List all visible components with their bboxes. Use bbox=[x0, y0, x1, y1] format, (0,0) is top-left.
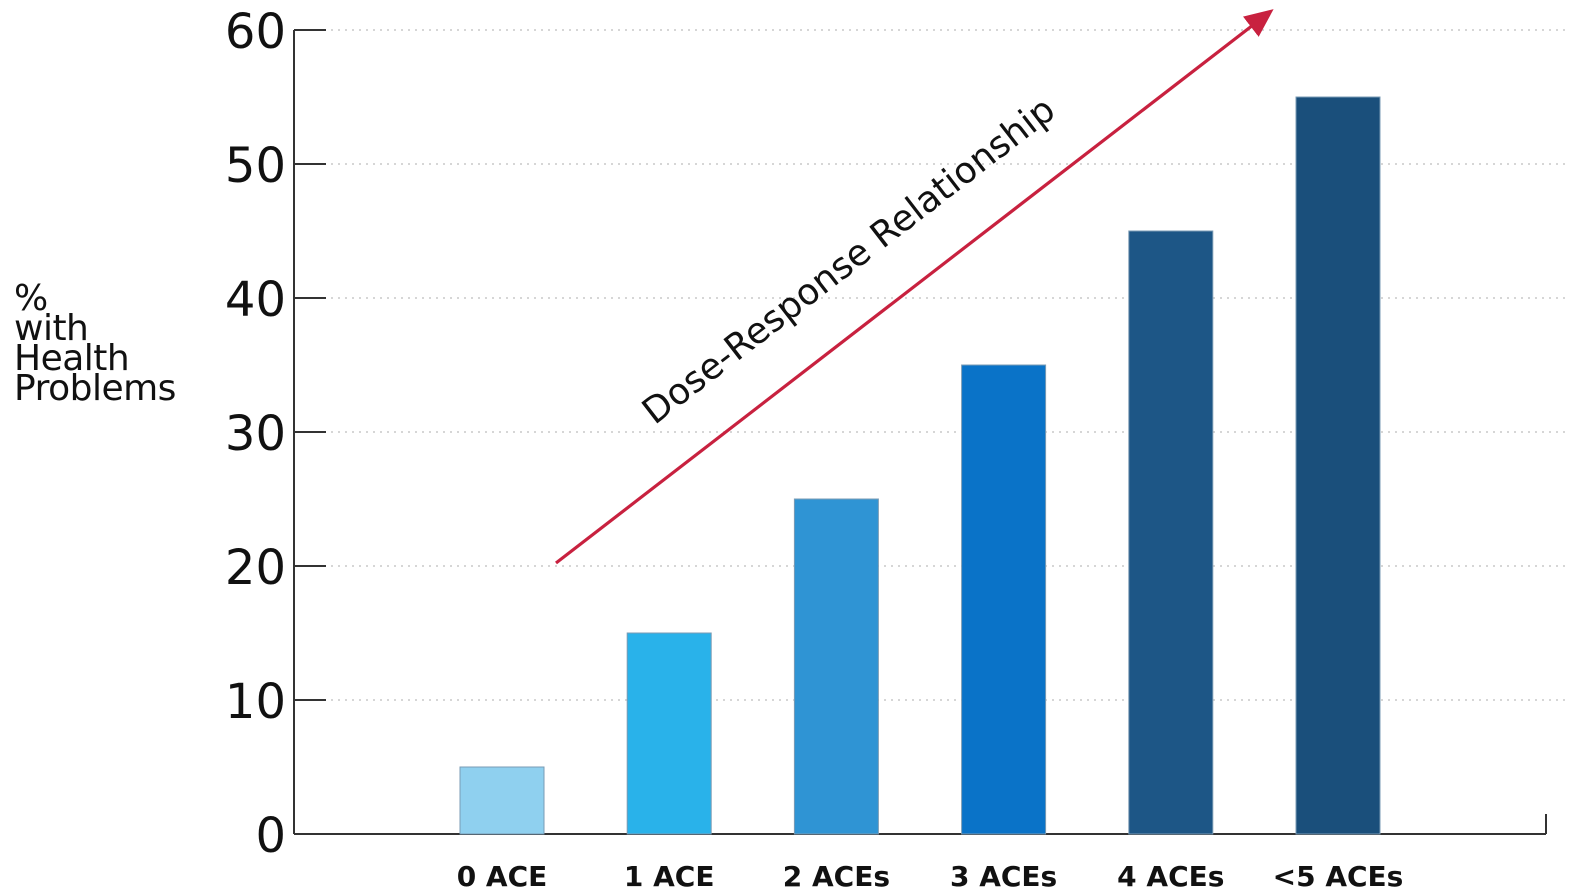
bar bbox=[1295, 96, 1381, 835]
bar bbox=[626, 632, 712, 835]
bar bbox=[793, 498, 879, 835]
y-tick-label: 0 bbox=[255, 808, 286, 864]
bar bbox=[1128, 230, 1214, 835]
y-tick-label: 20 bbox=[225, 540, 286, 596]
y-tick-label: 10 bbox=[225, 674, 286, 730]
tick-labels: 0 10 20 30 40 50 60 0 ACE 1 ACE 2 ACEs 3 ACEs 4 ACE… bbox=[225, 4, 1403, 893]
grid-lines bbox=[324, 29, 1568, 701]
y-axis-label-line: Problems bbox=[14, 368, 176, 409]
y-tick-label: 30 bbox=[225, 406, 286, 462]
y-tick-label: 60 bbox=[225, 4, 286, 60]
y-axis-label-line: Health bbox=[14, 338, 130, 379]
bar bbox=[459, 766, 545, 835]
x-tick-label: 4 ACEs bbox=[1117, 860, 1224, 893]
x-tick-label: 2 ACEs bbox=[783, 860, 890, 893]
x-tick-label: 3 ACEs bbox=[950, 860, 1057, 893]
y-axis-label-line: % bbox=[14, 278, 48, 319]
x-tick-label: 0 ACE bbox=[457, 860, 548, 893]
trend-arrow bbox=[555, 9, 1274, 565]
y-tick-label: 40 bbox=[225, 272, 286, 328]
y-axis-label-line: with bbox=[14, 308, 89, 349]
bars bbox=[459, 96, 1381, 835]
y-tick-label: 50 bbox=[225, 138, 286, 194]
x-tick-label: 1 ACE bbox=[624, 860, 715, 893]
y-axis-label: % with Health Problems bbox=[14, 278, 204, 409]
bar bbox=[961, 364, 1047, 835]
x-tick-label: <5 ACEs bbox=[1273, 860, 1404, 893]
